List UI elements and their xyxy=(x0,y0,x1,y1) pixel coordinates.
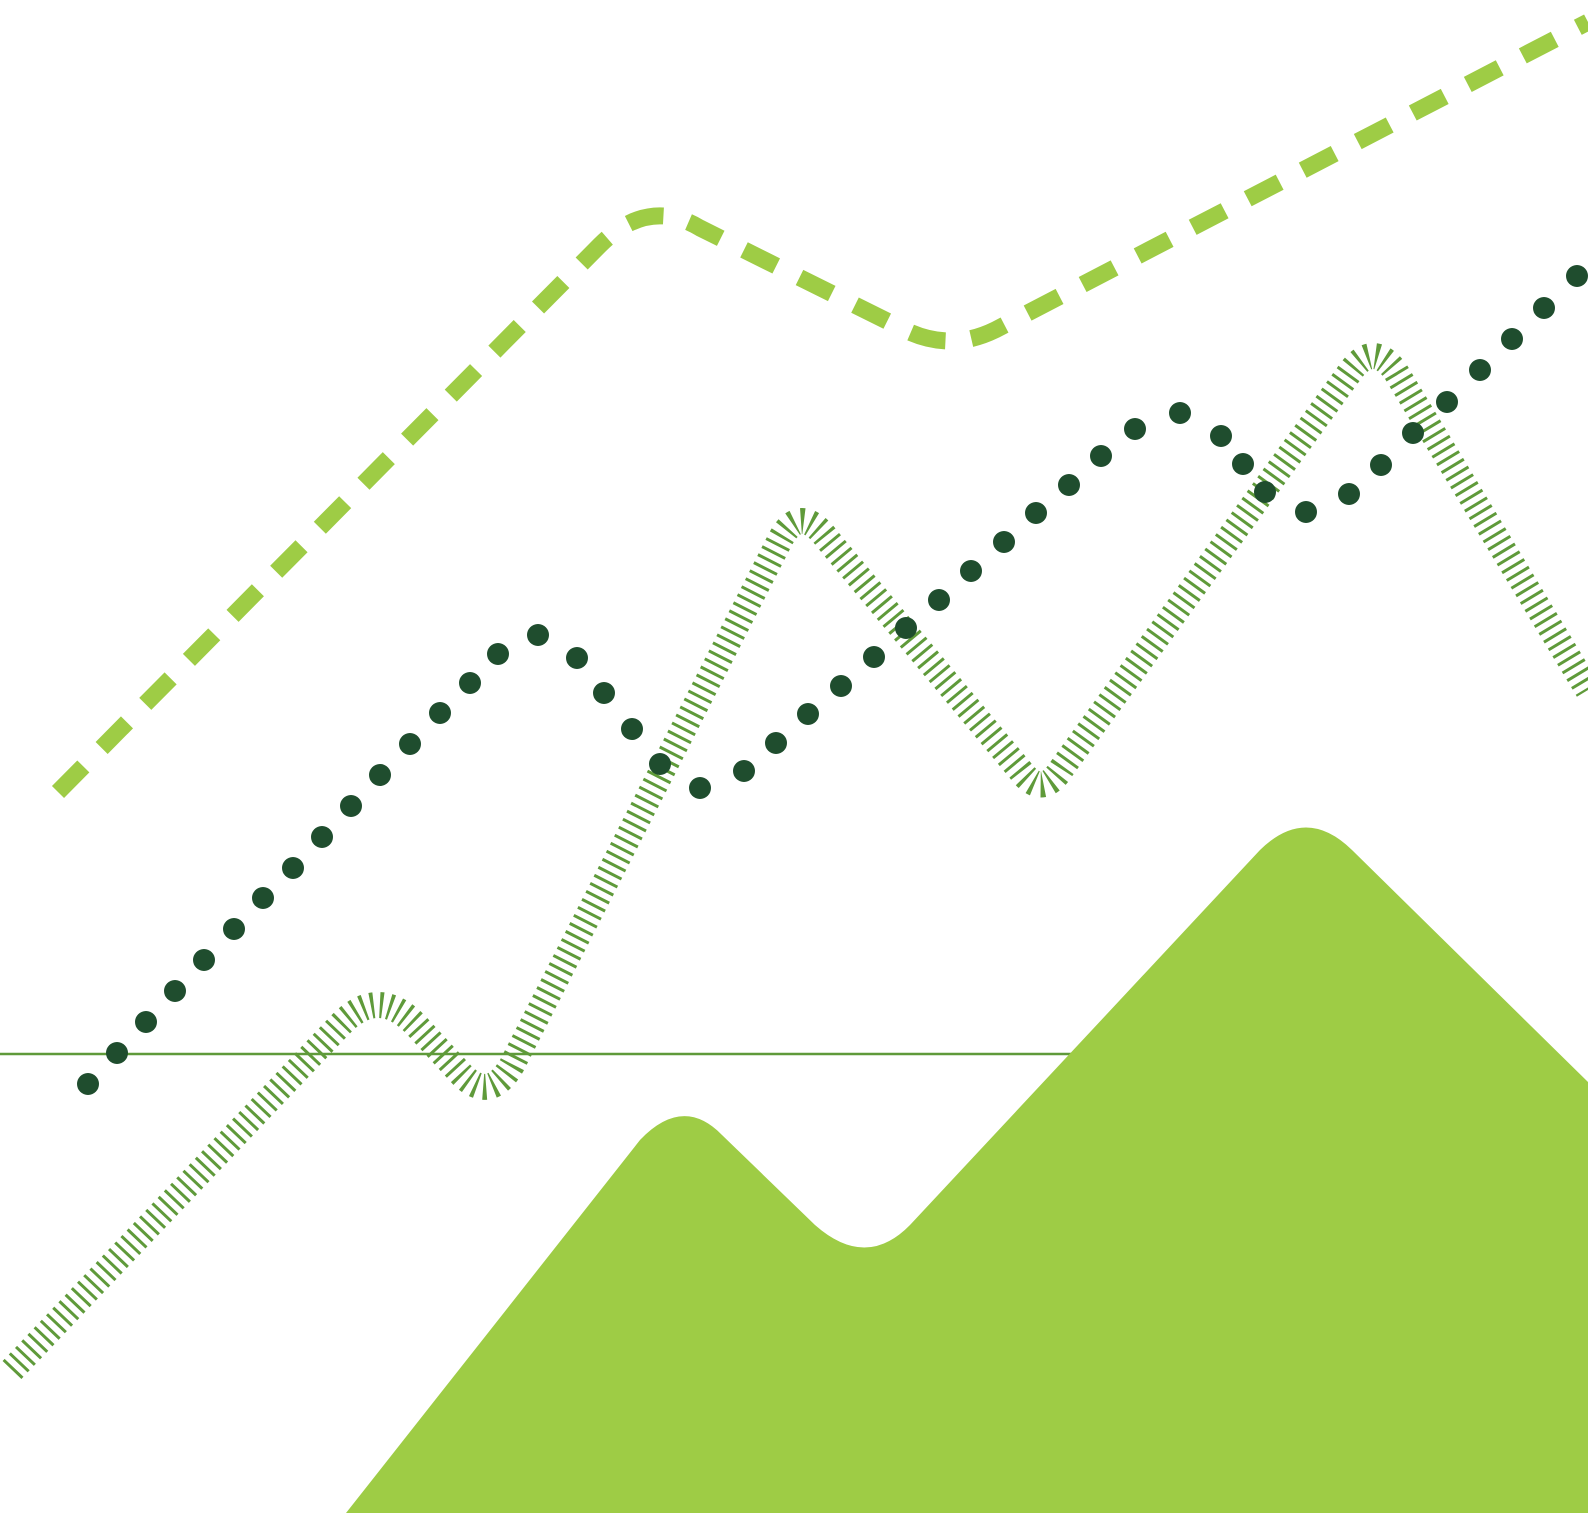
dotted-line-dot xyxy=(928,589,950,611)
dotted-line-dot xyxy=(566,647,588,669)
dotted-line-dot xyxy=(369,764,391,786)
dotted-line-dot xyxy=(863,646,885,668)
dotted-line-dot xyxy=(527,624,549,646)
dotted-line-dot xyxy=(487,643,509,665)
dotted-line-dot xyxy=(399,733,421,755)
dotted-line-dot xyxy=(1169,402,1191,424)
dotted-line-dot xyxy=(689,777,711,799)
dotted-line-dot xyxy=(1025,502,1047,524)
dotted-line-dot xyxy=(993,531,1015,553)
dotted-line-dot xyxy=(1295,501,1317,523)
dotted-line-dot xyxy=(765,732,787,754)
dotted-line-dot xyxy=(1210,425,1232,447)
dotted-line-dot xyxy=(193,949,215,971)
dotted-line-dot xyxy=(252,887,274,909)
dotted-line-dot xyxy=(1402,422,1424,444)
dotted-line-dot xyxy=(1501,328,1523,350)
dotted-line-dot xyxy=(459,672,481,694)
dotted-line-dot xyxy=(733,760,755,782)
dotted-line-dot xyxy=(1533,297,1555,319)
dotted-line-dot xyxy=(593,682,615,704)
dotted-line-dot xyxy=(1124,418,1146,440)
dotted-line-dot xyxy=(282,857,304,879)
dotted-line-dot xyxy=(1254,481,1276,503)
dotted-line-dot xyxy=(311,826,333,848)
dotted-line-dot xyxy=(1370,454,1392,476)
dotted-line-dot xyxy=(1436,391,1458,413)
dotted-line-dot xyxy=(1090,445,1112,467)
dotted-line-dot xyxy=(135,1011,157,1033)
dotted-line-dot xyxy=(1469,359,1491,381)
dotted-line-dot xyxy=(621,718,643,740)
dotted-line-dot xyxy=(1232,453,1254,475)
dotted-line-dot xyxy=(429,702,451,724)
dotted-line-dot xyxy=(1058,474,1080,496)
dotted-line-dot xyxy=(797,703,819,725)
dotted-line-dot xyxy=(895,617,917,639)
dotted-line-dot xyxy=(164,980,186,1002)
dotted-line-dot xyxy=(960,560,982,582)
dotted-line-dot xyxy=(223,918,245,940)
dotted-line-dot xyxy=(649,753,671,775)
dotted-line-dot xyxy=(340,795,362,817)
dotted-line-dot xyxy=(1566,265,1588,287)
dotted-line-dot xyxy=(830,675,852,697)
dotted-line-dot xyxy=(1338,483,1360,505)
dotted-line-dot xyxy=(77,1073,99,1095)
dotted-line-dot xyxy=(106,1042,128,1064)
